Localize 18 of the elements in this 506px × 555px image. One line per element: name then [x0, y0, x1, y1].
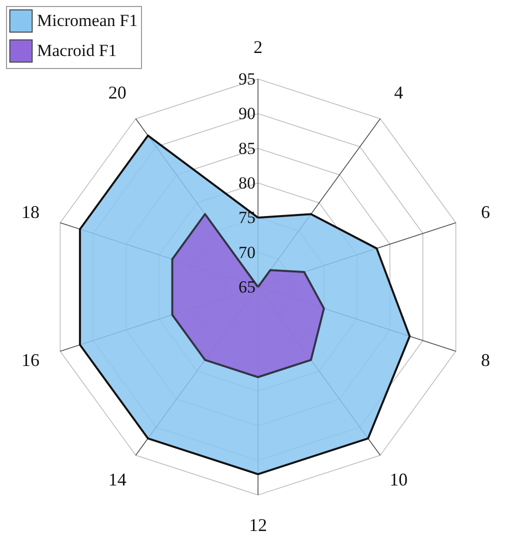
spoke-label: 2	[254, 36, 262, 57]
legend-label: Macroid F1	[37, 41, 117, 60]
y-tick-label: 70	[238, 242, 256, 262]
spoke-label: 8	[480, 350, 490, 370]
y-tick-label: 65	[238, 278, 256, 296]
y-tick-label: 80	[238, 174, 256, 192]
spoke-label: 14	[108, 470, 126, 490]
spoke-label: 10	[390, 470, 408, 490]
spoke-label: 16	[22, 350, 40, 370]
y-tick-label: 90	[238, 104, 256, 124]
spoke-label: 20	[108, 82, 126, 102]
spoke-label: 6	[480, 202, 490, 222]
y-tick-label: 95	[238, 70, 256, 88]
spoke-label: 4	[394, 82, 404, 102]
y-tick-label: 85	[238, 138, 256, 158]
spoke-label: 18	[22, 202, 40, 222]
spoke-label: 12	[249, 515, 267, 536]
legend-label: Micromean F1	[37, 11, 138, 30]
